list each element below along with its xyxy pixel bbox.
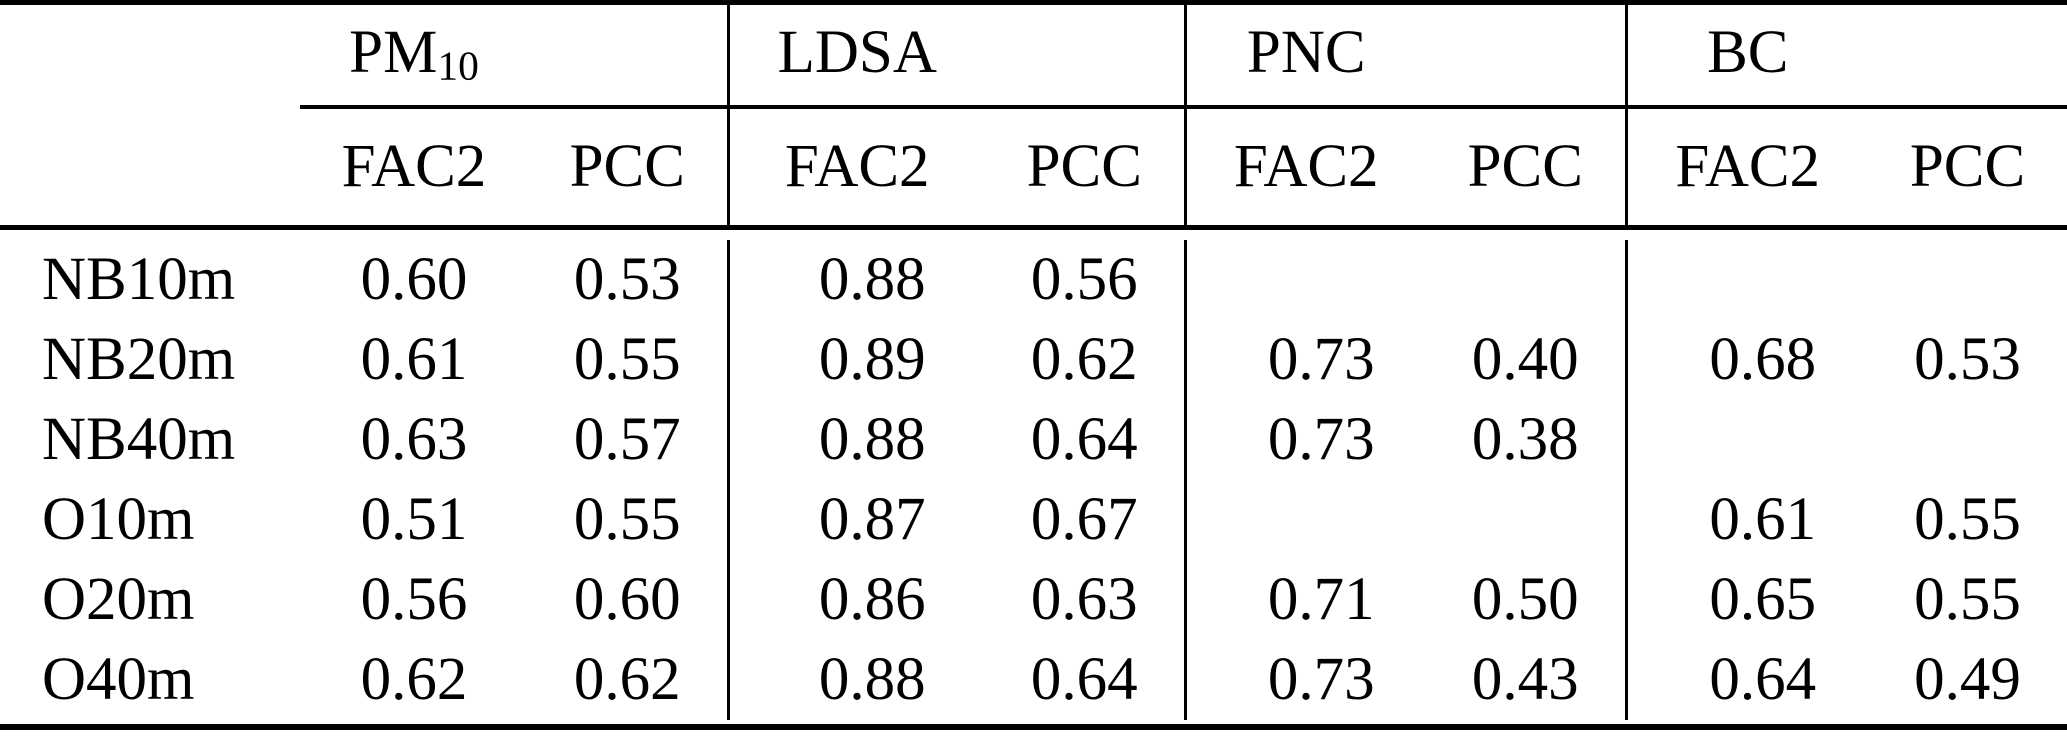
group-header-bc: BC bbox=[1624, 2, 1868, 109]
corner-cell bbox=[0, 106, 300, 230]
table-row-o40m: O40m 0.62 0.62 0.88 0.64 0.73 0.43 0.64 … bbox=[0, 639, 2067, 720]
group-header-ldsa: LDSA bbox=[726, 2, 985, 109]
value-cell: 0.68 bbox=[1624, 319, 1868, 400]
table-row-o10m: O10m 0.51 0.55 0.87 0.67 0.61 0.55 bbox=[0, 479, 2067, 560]
group-header-spacer bbox=[528, 2, 728, 109]
value-cell bbox=[1624, 399, 1868, 480]
metric-header-pcc: PCC bbox=[1868, 106, 2067, 230]
value-cell: 0.55 bbox=[573, 326, 681, 393]
value-cell: 0.40 bbox=[1471, 326, 1579, 393]
value-cell: 0.71 bbox=[1183, 559, 1426, 640]
value-cell: 0.63 bbox=[360, 406, 468, 473]
metric-header-pcc: PCC bbox=[1426, 106, 1626, 230]
value-cell: 0.49 bbox=[1914, 646, 2021, 713]
value-cell: 0.73 bbox=[1183, 639, 1426, 720]
value-cell bbox=[1868, 240, 2067, 320]
value-cell: 0.53 bbox=[1914, 326, 2021, 393]
table-row-nb10m: NB10m 0.60 0.53 0.88 0.56 bbox=[0, 239, 2067, 320]
row-label: O20m bbox=[42, 566, 195, 633]
group-header-spacer bbox=[1426, 2, 1626, 109]
value-cell: 0.88 bbox=[726, 399, 985, 480]
value-cell: 0.61 bbox=[360, 326, 468, 393]
metric-header-fac2: FAC2 bbox=[1624, 106, 1868, 230]
table-row-nb40m: NB40m 0.63 0.57 0.88 0.64 0.73 0.38 bbox=[0, 399, 2067, 480]
spacer-row bbox=[0, 720, 2067, 727]
value-cell: 0.43 bbox=[1471, 646, 1579, 713]
results-table: PM10 LDSA PNC BC FAC2 PCC FAC2 PCC FAC2 … bbox=[0, 0, 2067, 730]
value-cell: 0.65 bbox=[1624, 559, 1868, 640]
value-cell: 0.55 bbox=[1914, 566, 2021, 633]
value-cell: 0.62 bbox=[573, 646, 681, 713]
value-cell: 0.63 bbox=[1030, 566, 1138, 633]
group-label-subscript: 10 bbox=[437, 42, 479, 89]
metric-header-pcc: PCC bbox=[985, 106, 1185, 230]
value-cell bbox=[1183, 479, 1426, 560]
value-cell: 0.53 bbox=[573, 246, 681, 313]
row-label: O10m bbox=[42, 486, 195, 553]
group-label: PM bbox=[349, 19, 438, 87]
value-cell bbox=[1426, 480, 1626, 560]
metric-header-fac2: FAC2 bbox=[726, 106, 985, 230]
spacer-row bbox=[0, 228, 2067, 240]
value-cell: 0.60 bbox=[573, 566, 681, 633]
spacer-cell bbox=[0, 720, 2067, 727]
table-row-nb20m: NB20m 0.61 0.55 0.89 0.62 0.73 0.40 0.68… bbox=[0, 319, 2067, 400]
value-cell: 0.67 bbox=[1030, 486, 1138, 553]
value-cell: 0.64 bbox=[1624, 639, 1868, 720]
value-cell: 0.50 bbox=[1471, 566, 1579, 633]
metric-header-row: FAC2 PCC FAC2 PCC FAC2 PCC FAC2 PCC bbox=[0, 106, 2067, 230]
row-label: NB10m bbox=[42, 246, 236, 313]
value-cell: 0.55 bbox=[573, 486, 681, 553]
value-cell: 0.38 bbox=[1471, 406, 1579, 473]
group-header-pm10: PM10 bbox=[300, 2, 528, 109]
spacer-cell bbox=[0, 228, 2067, 240]
value-cell bbox=[1426, 240, 1626, 320]
value-cell: 0.56 bbox=[360, 566, 468, 633]
value-cell: 0.87 bbox=[726, 479, 985, 560]
metric-header-fac2: FAC2 bbox=[1183, 106, 1426, 230]
group-header-row: PM10 LDSA PNC BC bbox=[0, 2, 2067, 109]
value-cell: 0.57 bbox=[573, 406, 681, 473]
value-cell: 0.55 bbox=[1914, 486, 2021, 553]
value-cell: 0.89 bbox=[726, 319, 985, 400]
value-cell: 0.73 bbox=[1183, 399, 1426, 480]
group-header-spacer bbox=[1868, 2, 2067, 109]
value-cell: 0.64 bbox=[1030, 646, 1138, 713]
value-cell: 0.64 bbox=[1030, 406, 1138, 473]
value-cell: 0.62 bbox=[1030, 326, 1138, 393]
group-header-spacer bbox=[985, 2, 1185, 109]
value-cell: 0.60 bbox=[360, 246, 468, 313]
value-cell: 0.88 bbox=[726, 639, 985, 720]
value-cell bbox=[1868, 400, 2067, 480]
metric-header-pcc: PCC bbox=[528, 106, 728, 230]
value-cell bbox=[1624, 239, 1868, 320]
metric-header-fac2: FAC2 bbox=[300, 106, 528, 230]
value-cell bbox=[1183, 239, 1426, 320]
group-label: PNC bbox=[1246, 19, 1366, 87]
value-cell: 0.61 bbox=[1624, 479, 1868, 560]
row-label: O40m bbox=[42, 646, 195, 713]
value-cell: 0.88 bbox=[726, 239, 985, 320]
group-label: BC bbox=[1707, 19, 1789, 87]
group-label: LDSA bbox=[777, 19, 937, 87]
value-cell: 0.62 bbox=[360, 646, 468, 713]
value-cell: 0.51 bbox=[360, 486, 468, 553]
table-row-o20m: O20m 0.56 0.60 0.86 0.63 0.71 0.50 0.65 … bbox=[0, 559, 2067, 640]
value-cell: 0.56 bbox=[1030, 246, 1138, 313]
group-header-pnc: PNC bbox=[1183, 2, 1426, 109]
row-label: NB20m bbox=[42, 326, 236, 393]
row-label: NB40m bbox=[42, 406, 236, 473]
corner-cell bbox=[0, 3, 300, 107]
value-cell: 0.73 bbox=[1183, 319, 1426, 400]
value-cell: 0.86 bbox=[726, 559, 985, 640]
